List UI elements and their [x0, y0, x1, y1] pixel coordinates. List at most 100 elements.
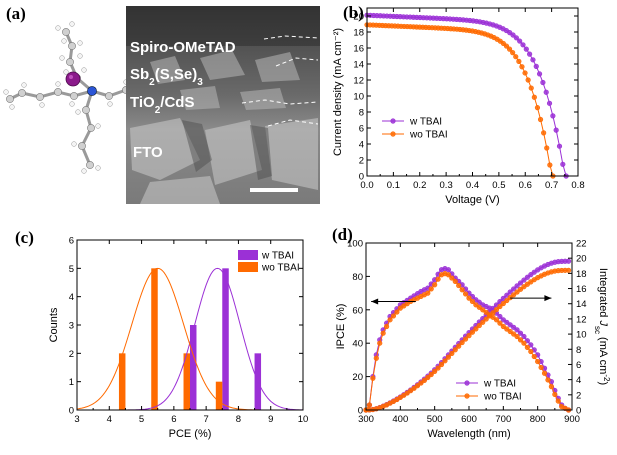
jv-point-0	[533, 63, 539, 69]
jv-point-1	[537, 116, 544, 123]
jv-point-1	[510, 50, 516, 56]
ipce-integrated-point-1	[480, 319, 486, 325]
pce-xtick-label: 7	[203, 414, 208, 425]
ipce-point-1	[473, 302, 479, 308]
jv-point-1	[519, 64, 525, 70]
ipce-integrated-point-0	[528, 272, 534, 278]
ipce-point-1	[497, 320, 503, 326]
jv-point-0	[553, 127, 559, 133]
sem-cross-section-image: Spiro-OMeTAD Sb2(S,Se)3 TiO2/CdS FTO	[126, 6, 320, 204]
jv-point-0	[530, 57, 536, 63]
ipce-integrated-point-1	[500, 300, 506, 307]
ipce-right-label-exp: -2	[603, 374, 612, 382]
ipce-point-1	[545, 377, 551, 383]
jv-xtick-label: 0.3	[440, 180, 453, 191]
ipce-integrated-point-1	[514, 289, 520, 295]
ipce-right-label-sc: sc	[594, 326, 603, 334]
ipce-integrated-point-1	[517, 286, 524, 292]
ipce-ytick-label-right: 18	[576, 269, 587, 280]
jv-xtick-label: 0.8	[571, 180, 584, 191]
ipce-integrated-point-1	[565, 267, 572, 273]
jv-legend-marker-0	[390, 118, 396, 124]
ipce-integrated-point-1	[456, 343, 462, 349]
ipce-legend-marker-1	[464, 393, 470, 399]
ipce-point-1	[390, 313, 397, 319]
ipce-integrated-point-1	[490, 310, 496, 316]
ipce-ytick-label-right: 4	[576, 375, 581, 386]
ipce-right-arrow-head	[544, 295, 552, 302]
ipce-point-1	[452, 278, 458, 285]
ipce-ytick-label-right: 8	[576, 345, 581, 356]
jv-yaxis-label: Current density (mA cm⁻²)	[332, 28, 344, 156]
pce-xtick-label: 3	[74, 414, 79, 425]
ipce-integrated-point-0	[517, 280, 524, 286]
ipce-integrated-point-1	[452, 347, 458, 353]
ipce-point-1	[377, 340, 383, 346]
ipce-point-1	[432, 282, 438, 288]
ipce-point-0	[476, 299, 482, 305]
jv-point-1	[525, 77, 531, 83]
ipce-point-0	[497, 313, 503, 320]
ipce-legend-label-0: w TBAI	[483, 379, 516, 390]
ipce-integrated-point-0	[521, 277, 527, 283]
pce-legend-label-1: wo TBAI	[261, 263, 300, 274]
ipce-point-0	[507, 322, 513, 328]
ipce-integrated-point-1	[483, 316, 489, 322]
sem-layer-spiro: Spiro-OMeTAD	[130, 39, 236, 56]
ipce-ytick-label: 100	[347, 239, 363, 250]
ipce-ytick-label: 20	[352, 372, 363, 383]
ipce-ytick-label-right: 20	[576, 254, 587, 265]
jv-point-0	[540, 79, 546, 86]
ipce-ytick-label-right: 16	[576, 284, 587, 295]
ipce-point-1	[528, 348, 534, 355]
ipce-integrated-point-1	[435, 365, 441, 371]
ipce-point-1	[500, 323, 506, 330]
ipce-integrated-point-1	[511, 292, 517, 298]
ipce-ytick-label-right: 10	[576, 330, 587, 341]
pce-legend-swatch-1	[238, 262, 258, 272]
ipce-point-1	[449, 275, 455, 281]
ipce-point-0	[517, 330, 524, 336]
pce-bar-wo-2	[183, 353, 191, 410]
ipce-point-1	[428, 286, 434, 292]
sem-layer-sbsse: Sb2(S,Se)3	[130, 66, 203, 88]
panel-label-a: (a)	[6, 4, 26, 23]
ipce-integrated-point-1	[414, 383, 421, 389]
ipce-xtick-label: 500	[427, 414, 443, 425]
ipce-integrated-point-1	[442, 358, 448, 364]
panel-label-c: (c)	[15, 228, 34, 247]
jv-point-1	[503, 43, 510, 49]
jv-point-0	[536, 71, 543, 77]
ipce-integrated-point-1	[521, 284, 527, 290]
pce-bar-wo-3	[215, 381, 223, 410]
pce-yaxis-label: Counts	[48, 307, 60, 342]
sem-layer-tio2-cds: TiO2/CdS	[130, 94, 194, 116]
pce-bar-w-1	[222, 268, 229, 410]
ipce-integrated-point-1	[438, 361, 445, 368]
ipce-integrated-point-1	[462, 336, 469, 342]
ipce-integrated-point-0	[504, 292, 510, 298]
pce-xtick-label: 10	[298, 414, 309, 425]
ipce-right-label-unit: (mA cm	[597, 334, 609, 374]
ipce-ytick-label-right: 6	[576, 360, 581, 371]
jv-point-0	[527, 51, 533, 57]
ipce-ytick-label: 0	[358, 406, 363, 417]
ipce-point-1	[511, 331, 517, 337]
ipce-integrated-point-0	[511, 286, 517, 292]
pce-ytick-label: 6	[69, 236, 74, 247]
jv-point-0	[546, 100, 553, 106]
pce-ytick-label: 3	[69, 321, 74, 332]
ipce-integrated-point-1	[497, 303, 503, 310]
ipce-integrated-point-1	[487, 313, 493, 319]
ipce-yaxis-label: IPCE (%)	[335, 304, 347, 350]
ipce-point-1	[435, 276, 441, 282]
pce-ytick-label: 1	[69, 377, 74, 388]
ipce-ytick-label-right: 14	[576, 299, 587, 310]
jv-xtick-label: 0.5	[492, 180, 505, 191]
jv-xtick-label: 0.0	[360, 180, 373, 191]
ipce-integrated-point-1	[445, 354, 452, 360]
jv-ytick-label: 2	[359, 156, 364, 167]
ipce-point-1	[384, 323, 390, 330]
ipce-point-1	[476, 304, 482, 310]
jv-xtick-label: 0.6	[519, 180, 532, 191]
